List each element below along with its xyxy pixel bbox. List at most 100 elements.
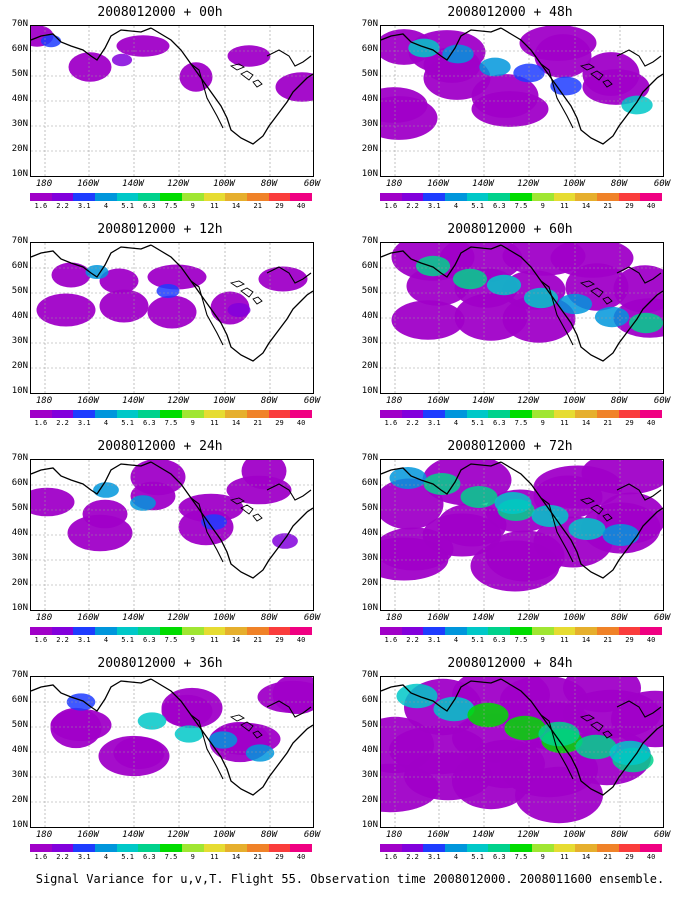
colorbar-swatch (181, 410, 204, 418)
colorbar-swatch (445, 410, 467, 418)
colorbar-label: 40 (296, 853, 306, 861)
colorbar-swatch (640, 627, 662, 635)
colorbar-label: 14 (581, 419, 591, 427)
longitude-label: 140W (472, 396, 494, 406)
variance-contour (581, 460, 663, 495)
latitude-label: 70N (11, 453, 28, 463)
colorbar-swatch (596, 627, 619, 635)
longitude-label: 160W (427, 396, 449, 406)
variance-contour (161, 694, 213, 728)
latitude-label: 60N (11, 261, 28, 271)
colorbar-swatch (116, 844, 139, 852)
colorbar-label: 11 (560, 853, 569, 861)
variance-contour (51, 262, 91, 288)
colorbar-swatch (510, 844, 532, 852)
colorbar-label: 21 (603, 202, 612, 210)
latitude-label: 70N (11, 236, 28, 246)
longitude-label: 180 (385, 396, 403, 406)
coastline (381, 244, 663, 362)
longitude-label: 60W (303, 396, 321, 406)
colorbar-label: 7.5 (164, 419, 178, 427)
colorbar-label: 7.5 (164, 202, 178, 210)
longitude-label: 180 (35, 830, 53, 840)
coastline (31, 244, 313, 362)
colorbar-swatch (423, 844, 446, 852)
colorbar-label: 3.1 (77, 202, 91, 210)
latitude-label: 50N (11, 503, 28, 513)
longitude-label: 100W (563, 613, 585, 623)
colorbar-swatch (401, 410, 424, 418)
longitude-label: 60W (653, 830, 671, 840)
colorbar-swatch (181, 193, 204, 201)
map-canvas (381, 243, 663, 393)
latitude-label: 50N (11, 720, 28, 730)
colorbar-swatch (225, 410, 247, 418)
variance-contour (93, 482, 119, 498)
colorbar-label: 40 (296, 419, 306, 427)
lakes (229, 280, 263, 305)
colorbar-label: 21 (253, 419, 262, 427)
variance-contour (156, 284, 180, 298)
colorbar-swatch (640, 410, 662, 418)
colorbar-swatch (575, 410, 597, 418)
colorbar-swatch (445, 844, 467, 852)
variance-contour (147, 264, 207, 290)
colorbar (380, 627, 662, 635)
latitude-label: 20N (11, 361, 28, 371)
colorbar-swatch (553, 627, 576, 635)
colorbar-swatch (640, 844, 662, 852)
colorbar-label: 1.6 (34, 636, 48, 644)
coastline (190, 266, 312, 346)
colorbar-label: 1.6 (34, 202, 48, 210)
colorbar-swatch (51, 410, 74, 418)
colorbar-swatch (553, 410, 576, 418)
longitude-label: 100W (213, 830, 235, 840)
colorbar-swatch (181, 627, 204, 635)
map-canvas (381, 677, 663, 827)
longitude-label: 120W (517, 613, 539, 623)
colorbar-label: 3.1 (427, 419, 441, 427)
longitude-label: 60W (303, 613, 321, 623)
colorbar-label: 1.6 (384, 853, 398, 861)
colorbar-label: 2.2 (406, 636, 419, 644)
variance-contour (208, 731, 238, 749)
longitude-label: 120W (167, 396, 189, 406)
latitude-label: 50N (361, 69, 378, 79)
variance-contour (479, 57, 511, 77)
colorbar-label: 3.1 (427, 202, 441, 210)
variance-contour (494, 492, 532, 514)
colorbar-swatch (160, 627, 182, 635)
longitude-label: 160W (77, 396, 99, 406)
latitude-label: 30N (11, 553, 28, 563)
latitude-label: 20N (361, 578, 378, 588)
colorbar-swatch (268, 844, 291, 852)
colorbar-swatch (596, 410, 619, 418)
latitude-label: 70N (11, 19, 28, 29)
variance-contour (550, 76, 582, 96)
colorbar-swatch (531, 844, 554, 852)
longitude-label: 100W (563, 396, 585, 406)
colorbar-label: 14 (231, 636, 241, 644)
variance-contour (111, 53, 133, 67)
map-canvas (381, 460, 663, 610)
colorbar-label: 7.5 (514, 636, 528, 644)
colorbar-label: 1.6 (34, 419, 48, 427)
colorbar-swatch (73, 193, 96, 201)
colorbar-swatch (380, 410, 402, 418)
colorbar-swatch (246, 627, 269, 635)
colorbar-swatch (575, 627, 597, 635)
colorbar-label: 29 (625, 853, 634, 861)
colorbar-swatch (138, 193, 161, 201)
coastline (31, 678, 313, 796)
latitude-label: 10N (361, 603, 378, 613)
latitude-label: 60N (361, 261, 378, 271)
colorbar-label: 5.1 (121, 202, 134, 210)
variance-contour (31, 487, 75, 517)
longitude-label: 80W (260, 830, 278, 840)
colorbar-label: 6.3 (492, 202, 506, 210)
longitude-label: 160W (427, 830, 449, 840)
colorbar-swatch (488, 844, 511, 852)
lakes (229, 714, 263, 739)
latitude-label: 50N (11, 286, 28, 296)
figure-caption: Signal Variance for u,v,T. Flight 55. Ob… (35, 872, 665, 886)
